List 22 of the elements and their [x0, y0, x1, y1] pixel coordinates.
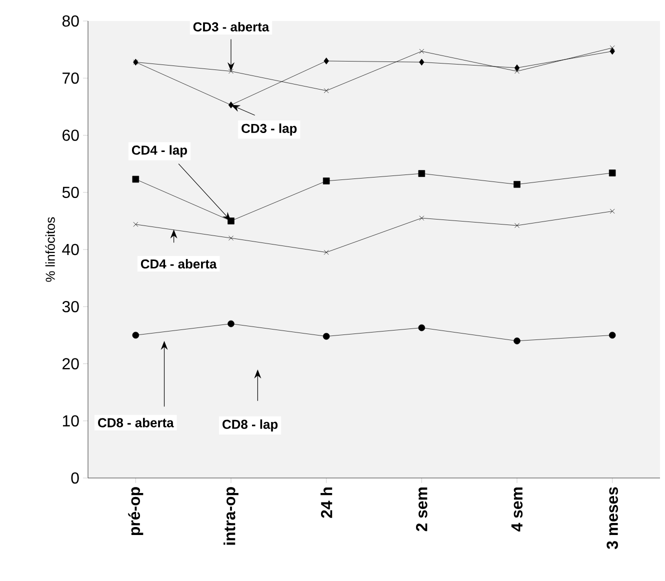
y-tick-label: 0	[71, 472, 79, 484]
y-tick-label: 70	[62, 72, 79, 84]
y-tick-label: 80	[62, 15, 79, 27]
y-tick-label: 40	[62, 244, 79, 256]
x-tick-label: 4 sem	[511, 488, 523, 532]
y-tick-label: 60	[62, 130, 79, 141]
annotation: CD8 - aberta	[98, 418, 174, 428]
y-tick-label: 30	[62, 300, 79, 312]
y-tick-label: 10	[62, 415, 79, 427]
y-tick-label: 20	[62, 358, 79, 370]
x-tick-label: 24 h	[320, 488, 332, 518]
x-tick-label: 2 sem	[416, 488, 428, 532]
annotation: CD3 - lap	[242, 123, 297, 136]
x-tick-label: 3 meses	[606, 487, 618, 550]
annotation: CD4 - lap	[132, 145, 188, 158]
x-tick-label: pré-op	[128, 487, 144, 536]
y-axis-title: % linfócitos	[45, 217, 55, 282]
annotation: CD3 - aberta	[193, 22, 270, 32]
annotation: CD8 - lap	[222, 419, 278, 432]
y-tick-label: 50	[62, 186, 79, 198]
x-tick-label: intra-op	[224, 487, 238, 545]
annotation: CD4 - aberta	[140, 259, 217, 269]
